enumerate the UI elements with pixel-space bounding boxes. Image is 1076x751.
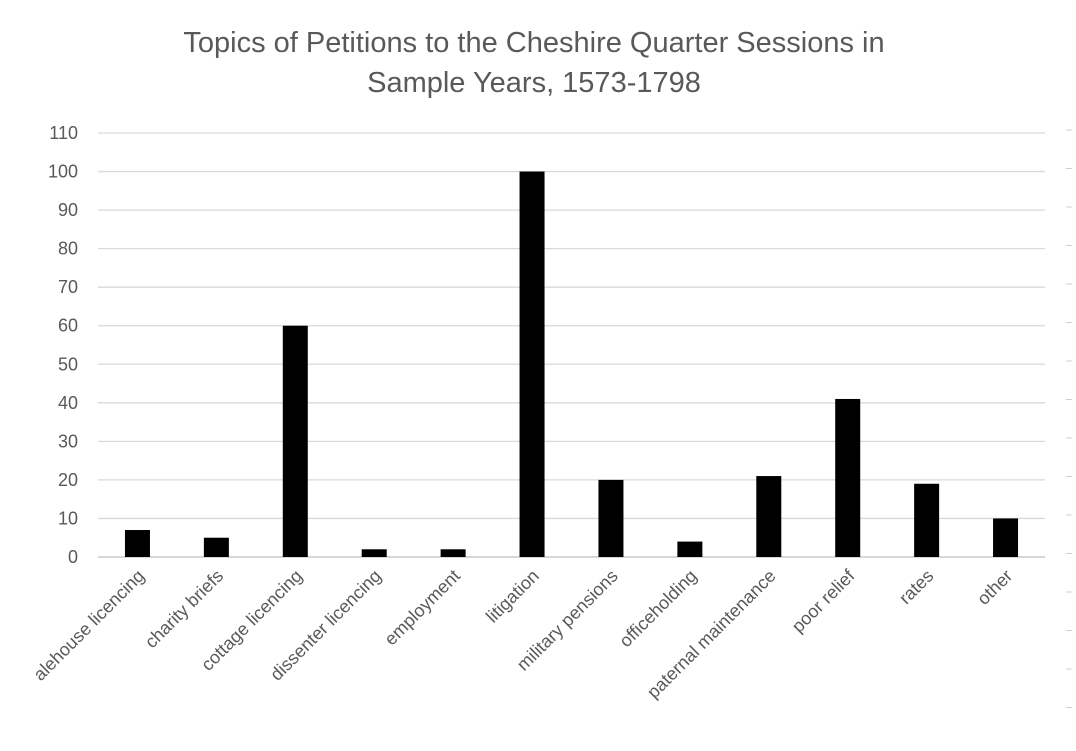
chart-title-line-2: Sample Years, 1573-1798 xyxy=(367,67,701,99)
bar xyxy=(756,476,782,557)
x-tick-label: alehouse licencing xyxy=(29,566,148,685)
gridlines xyxy=(98,132,1045,558)
chart-title: Topics of Petitions to the Cheshire Quar… xyxy=(183,27,884,99)
y-tick-label: 10 xyxy=(58,508,78,528)
y-tick-label: 80 xyxy=(58,239,78,259)
bar xyxy=(361,549,387,557)
x-tick-label: employment xyxy=(380,566,463,649)
y-tick-label: 100 xyxy=(48,162,78,182)
bar xyxy=(914,483,940,557)
bar xyxy=(598,479,624,557)
right-edge-decoration xyxy=(1066,129,1072,708)
bar xyxy=(677,541,703,557)
x-tick-label: paternal maintenance xyxy=(643,566,780,703)
bar xyxy=(440,549,466,557)
y-tick-label: 90 xyxy=(58,200,78,220)
y-tick-label: 30 xyxy=(58,431,78,451)
bar xyxy=(993,518,1019,557)
chart-title-line-1: Topics of Petitions to the Cheshire Quar… xyxy=(183,27,884,59)
bar xyxy=(203,537,229,557)
bar xyxy=(282,325,308,557)
x-tick-label: charity briefs xyxy=(141,566,227,652)
y-tick-label: 50 xyxy=(58,354,78,374)
y-tick-label: 110 xyxy=(49,123,78,143)
y-tick-label: 40 xyxy=(58,393,78,413)
x-tick-label: poor relief xyxy=(788,565,859,636)
bar xyxy=(519,171,545,557)
y-tick-label: 70 xyxy=(58,277,78,297)
y-axis-tick-labels: 0 10 20 30 40 50 60 70 80 90 100 110 xyxy=(48,123,78,567)
y-tick-label: 60 xyxy=(58,316,78,336)
x-tick-label: other xyxy=(973,566,1016,609)
y-tick-label: 20 xyxy=(58,470,78,490)
x-tick-label: officeholding xyxy=(615,566,700,651)
bar xyxy=(835,398,861,557)
x-tick-label: litigation xyxy=(482,566,543,627)
y-tick-label: 0 xyxy=(68,547,78,567)
x-tick-label: rates xyxy=(895,566,937,608)
bars xyxy=(124,171,1019,557)
bar xyxy=(124,530,150,557)
